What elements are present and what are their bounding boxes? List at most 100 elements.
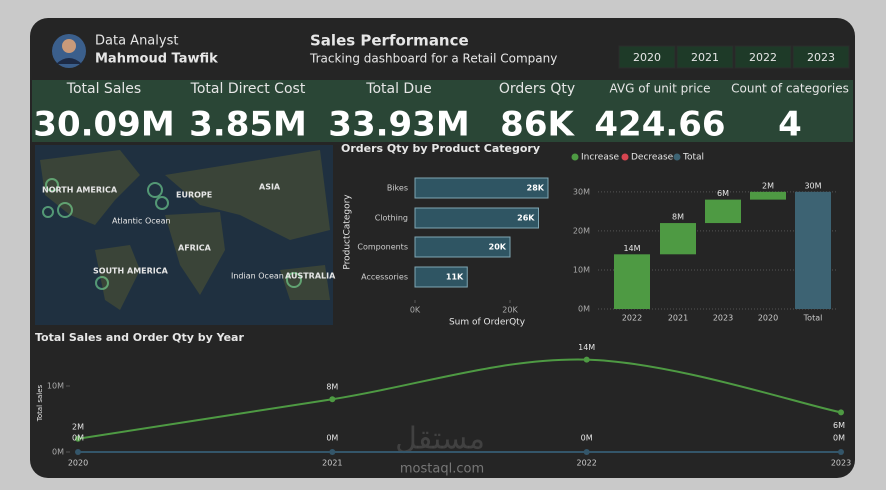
map-label: ASIA [259, 183, 281, 192]
landmass [95, 245, 140, 310]
x-tick-label: 20K [502, 306, 518, 315]
kpi-value: 86K [500, 105, 575, 145]
x-tick-label: 2023 [831, 459, 851, 468]
name: Mahmoud Tawfik [95, 52, 218, 67]
x-axis-title: Sum of OrderQty [449, 318, 526, 328]
kpi-value: 33.93M [328, 105, 469, 145]
avatar-face [62, 39, 76, 53]
x-tick-label: 2021 [322, 459, 342, 468]
chart-title: Orders Qty by Product Category [341, 142, 540, 155]
waterfall-bar [614, 254, 650, 309]
year-button[interactable] [676, 45, 734, 69]
kpi-label: Total Direct Cost [190, 81, 306, 97]
kpi-label: AVG of unit price [609, 82, 710, 96]
kpi-band [32, 80, 853, 142]
role: Data Analyst [95, 34, 178, 49]
category-label: Bikes [387, 184, 408, 193]
bar [414, 207, 539, 229]
landmass [165, 212, 225, 295]
value-label: 20K [489, 243, 507, 252]
bar [414, 266, 468, 288]
waterfall-bar [795, 191, 831, 309]
data-point [75, 449, 81, 455]
data-point [583, 356, 590, 363]
data-point [838, 409, 844, 416]
chart-title: Total Sales and Order Qty by Year [35, 331, 244, 344]
y-tick-label: 10M [47, 382, 64, 391]
value-label: 0M [72, 434, 84, 443]
kpi-label: Orders Qty [499, 81, 575, 97]
map-label: Indian Ocean [231, 272, 284, 281]
x-tick-label: 2022 [576, 459, 596, 468]
dashboard-title: Sales Performance [310, 32, 469, 50]
y-tick-label: 20M [573, 226, 590, 235]
year-button[interactable] [618, 45, 676, 69]
value-label: 0M [581, 434, 593, 443]
category-label: Clothing [375, 214, 408, 223]
y-tick-label: 0M [578, 305, 590, 314]
value-label: 26K [517, 214, 535, 223]
avatar-body [56, 58, 82, 64]
year-button-label: 2020 [633, 51, 661, 64]
kpi-value: 424.66 [594, 105, 725, 145]
data-point [583, 449, 590, 455]
x-tick-label: 0K [410, 306, 421, 315]
value-label: 8M [672, 213, 684, 222]
map-label: AUSTRALIA [285, 272, 336, 281]
series-line [77, 358, 842, 440]
x-tick-label: 2022 [622, 314, 642, 323]
value-label: 6M [833, 421, 845, 430]
y-axis-title: ProductCategory [343, 194, 353, 270]
value-label: 28K [527, 184, 545, 193]
map: NORTH AMERICA EUROPE ASIA Atlantic Ocean… [35, 145, 336, 325]
y-tick-label: 30M [573, 187, 590, 196]
legend-marker [673, 153, 681, 161]
kpi-label: Total Sales [66, 81, 141, 97]
dashboard-subtitle: Tracking dashboard for a Retail Company [309, 52, 557, 66]
waterfall-bar [660, 223, 696, 255]
value-label: 2M [762, 181, 774, 190]
bar [414, 177, 549, 199]
data-point [329, 396, 336, 403]
value-label: 14M [623, 244, 640, 253]
value-label: 30M [804, 181, 821, 190]
watermark: مستقل [395, 422, 485, 457]
kpi-value: 4 [778, 105, 802, 145]
kpi-label: Total Due [365, 81, 431, 97]
waterfall-bar [705, 199, 741, 224]
value-label: 6M [717, 189, 729, 198]
map-label: Atlantic Ocean [112, 217, 171, 226]
x-tick-label: 2020 [758, 314, 778, 323]
y-tick-label: 10M [573, 265, 590, 274]
legend-label: Decrease [631, 153, 674, 163]
year-button-label: 2023 [807, 51, 835, 64]
map-label: NORTH AMERICA [42, 186, 118, 195]
x-tick-label: 2020 [68, 459, 88, 468]
year-button[interactable] [734, 45, 792, 69]
data-point [75, 435, 81, 442]
x-tick-label: 2021 [668, 314, 688, 323]
value-label: 11K [446, 273, 464, 282]
y-tick-label: 0M [52, 448, 64, 457]
kpi-value: 30.09M [33, 105, 174, 145]
value-label: 0M [326, 434, 338, 443]
value-label: 14M [578, 343, 595, 352]
year-button-label: 2021 [691, 51, 719, 64]
value-label: 2M [72, 422, 84, 431]
watermark: mostaql.com [400, 462, 484, 477]
year-button[interactable] [792, 45, 850, 69]
map-label: EUROPE [176, 191, 212, 200]
x-tick-label: 2023 [713, 314, 733, 323]
y-axis-title: Total sales [36, 384, 44, 422]
legend-label: Increase [581, 153, 620, 163]
value-label: 8M [326, 383, 338, 392]
map-bubbles [42, 178, 302, 290]
year-button-label: 2022 [749, 51, 777, 64]
landmass [40, 150, 140, 225]
x-tick-label: Total [803, 314, 823, 323]
kpi-label: Count of categories [731, 82, 849, 96]
waterfall-bar [750, 191, 786, 200]
legend-marker [621, 153, 629, 161]
